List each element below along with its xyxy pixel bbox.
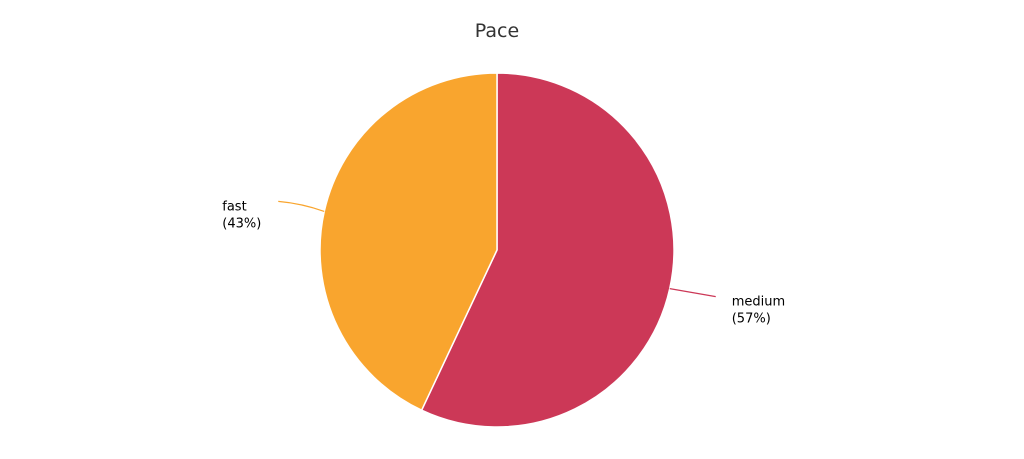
- connector-fast: [278, 200, 325, 212]
- slice-percent-medium: (57%): [732, 312, 771, 327]
- connector-medium: [669, 288, 716, 298]
- slice-percent-fast: (43%): [222, 216, 261, 231]
- chart-title: Pace: [475, 20, 519, 42]
- pie-slice-fast[interactable]: [319, 72, 498, 412]
- slice-label-fast: fast: [222, 199, 246, 214]
- slice-label-medium: medium: [732, 295, 785, 310]
